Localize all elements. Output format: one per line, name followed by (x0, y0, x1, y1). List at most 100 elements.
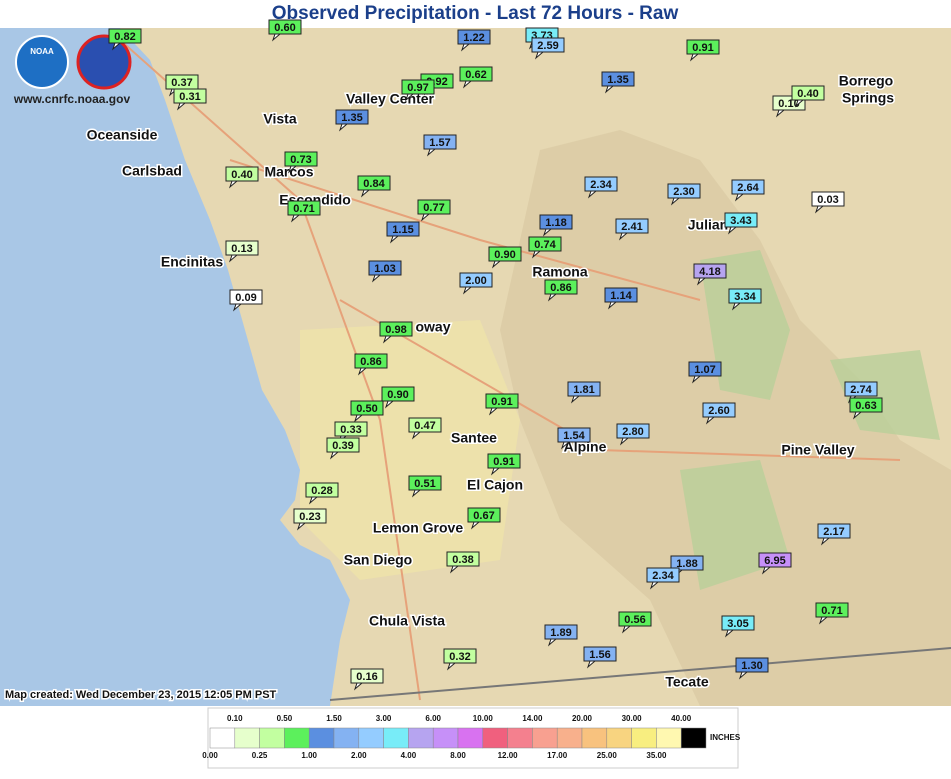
station-value: 2.41 (621, 221, 642, 233)
station-box (735, 657, 769, 673)
station-box (443, 648, 477, 664)
forest (680, 250, 940, 590)
station-pointer (296, 522, 306, 531)
station-box (408, 417, 442, 433)
station-value: 0.60 (274, 22, 295, 34)
station-value: 0.32 (449, 651, 470, 663)
station-value: 1.03 (374, 263, 395, 275)
station-box (350, 668, 384, 684)
station-box (567, 381, 601, 397)
station-box (528, 236, 562, 252)
legend-swatch (358, 727, 384, 749)
station-value: 0.63 (855, 400, 876, 412)
station-box (459, 272, 493, 288)
station-value: 0.91 (692, 42, 713, 54)
legend-label: 14.00 (522, 714, 543, 723)
station-pointer (426, 148, 436, 157)
legend-swatch (308, 727, 335, 749)
legend-label: 6.00 (425, 714, 441, 723)
station-box (604, 287, 638, 303)
station-pointer (411, 489, 421, 498)
station-pointer (420, 213, 430, 222)
station-pointer (814, 205, 824, 214)
station-pointer (696, 277, 706, 286)
station-box (108, 28, 142, 44)
station-box (229, 289, 263, 305)
legend-swatch (209, 727, 236, 749)
station-pointer (621, 625, 631, 634)
station-pointer (818, 616, 828, 625)
legend-swatch (457, 727, 484, 749)
station-value: 2.60 (708, 405, 729, 417)
station-value: 0.13 (231, 243, 252, 255)
station-box (284, 151, 318, 167)
station-value: 0.71 (293, 203, 314, 215)
station-value: 0.33 (340, 424, 361, 436)
station-value: 0.40 (231, 169, 252, 181)
station-pointer (604, 85, 614, 94)
station-value: 2.34 (590, 179, 612, 191)
station-pointer (531, 250, 541, 259)
legend-swatch (656, 727, 682, 749)
station-box (791, 85, 825, 101)
station-box (811, 191, 845, 207)
place-label: Borrego (839, 73, 893, 89)
station-value: 2.00 (465, 275, 486, 287)
station-pointer (287, 165, 297, 174)
station-value: 1.35 (341, 112, 362, 124)
station-value: 1.30 (741, 660, 762, 672)
legend-label: 20.00 (572, 714, 593, 723)
legend-label: 0.00 (202, 751, 218, 760)
legend-swatch (408, 727, 434, 749)
created: Map created: Wed December 23, 2015 12:05… (5, 689, 277, 701)
station-pointer (570, 395, 580, 404)
station-value: 1.57 (429, 137, 450, 149)
place-label: Ramona (532, 264, 587, 280)
legend-label: 0.25 (252, 751, 268, 760)
station-pointer (691, 375, 701, 384)
legend-label: 8.00 (450, 751, 466, 760)
station-box (721, 615, 755, 631)
station-pointer (547, 638, 557, 647)
station-value: 3.34 (734, 291, 756, 303)
legend-swatch (680, 727, 707, 749)
station-value: 2.80 (622, 426, 643, 438)
station-pointer (353, 682, 363, 691)
station-box (417, 199, 451, 215)
station-value: 1.54 (563, 430, 585, 442)
station-value: 0.56 (624, 614, 645, 626)
station-box (487, 453, 521, 469)
station-pointer (460, 43, 470, 52)
station-pointer (705, 416, 715, 425)
station-box (686, 39, 720, 55)
legend-label: 2.00 (351, 751, 367, 760)
station-value: 2.74 (850, 384, 872, 396)
station-value: 0.03 (817, 194, 838, 206)
station-box (544, 624, 578, 640)
legend-label: 1.50 (326, 714, 342, 723)
station-pointer (176, 102, 186, 111)
station-pointer (357, 367, 367, 376)
place-label: Chula Vista (369, 613, 445, 629)
station-pointer (618, 232, 628, 241)
legend-label: 3.00 (376, 714, 392, 723)
station-pointer (338, 123, 348, 132)
station-value: 0.39 (332, 440, 353, 452)
place-label: Santee (451, 430, 497, 446)
legend-swatch (383, 727, 409, 749)
station-value: 0.86 (360, 356, 381, 368)
station-box (408, 475, 442, 491)
station-pointer (727, 226, 737, 235)
place-label: El Cajon (467, 477, 523, 493)
station-box (293, 508, 327, 524)
station-pointer (382, 335, 392, 344)
station-box (173, 88, 207, 104)
station-value: 4.18 (699, 266, 720, 278)
station-value: 0.98 (385, 324, 406, 336)
mountains (500, 130, 951, 706)
station-value: 2.59 (537, 40, 558, 52)
station-value: 2.30 (673, 186, 694, 198)
legend-label: 35.00 (646, 751, 667, 760)
station-pointer (491, 260, 501, 269)
